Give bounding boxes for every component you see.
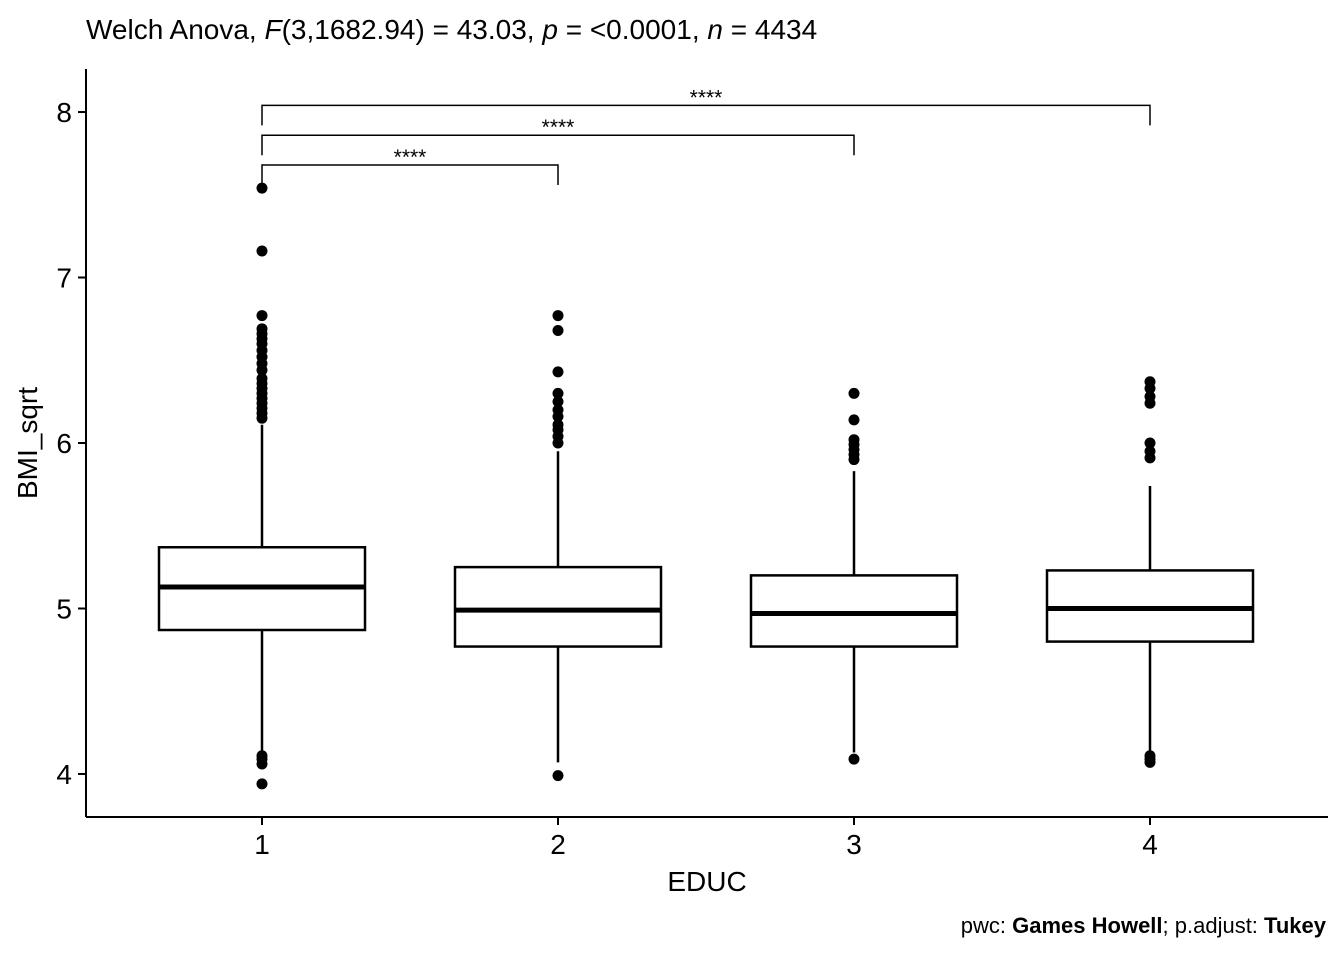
y-tick-label: 6 [56, 428, 72, 459]
outlier-point [1144, 437, 1156, 449]
outlier-point [552, 396, 564, 408]
box-iqr [453, 565, 663, 648]
y-axis-title: BMI_sqrt [12, 387, 43, 499]
subtitle-f-args: (3,1682.94) = 43.03, [282, 14, 543, 45]
outlier-point [256, 310, 268, 322]
significance-bracket [261, 164, 559, 185]
outlier-point [256, 364, 268, 376]
outlier-point [256, 182, 268, 194]
subtitle-n-symbol: n [707, 14, 723, 45]
x-axis-title: EDUC [667, 866, 746, 897]
outlier-point [848, 387, 860, 399]
caption-pwc-label: pwc: [961, 913, 1012, 938]
y-tick-label: 5 [56, 593, 72, 624]
chart-caption: pwc: Games Howell; p.adjust: Tukey [961, 913, 1327, 938]
significance-bracket [261, 134, 855, 156]
outlier-point [256, 245, 268, 257]
outlier-point [552, 437, 564, 449]
outlier-point [1144, 756, 1156, 768]
x-tick-label: 2 [550, 829, 566, 860]
caption-adjust-value: Tukey [1264, 913, 1327, 938]
subtitle-p-text: = <0.0001, [558, 14, 707, 45]
outlier-point [256, 778, 268, 790]
caption-separator: ; p.adjust: [1163, 913, 1265, 938]
outlier-point [552, 770, 564, 782]
significance-bracket [261, 104, 1151, 126]
outlier-point [1144, 382, 1156, 394]
outlier-point [552, 387, 564, 399]
y-tick-label: 4 [56, 759, 72, 790]
outlier-point [848, 454, 860, 466]
outlier-point [552, 310, 564, 322]
outlier-point [256, 412, 268, 424]
outlier-point [848, 753, 860, 765]
subtitle-p-symbol: p [541, 14, 558, 45]
significance-label: **** [542, 116, 575, 139]
subtitle-n-text: = 4434 [723, 14, 817, 45]
outlier-point [552, 324, 564, 336]
plot-layer: 4 5 6 7 8 1 2 3 4 **** **** **** [56, 86, 1255, 860]
x-tick-label: 3 [846, 829, 862, 860]
outlier-point [256, 758, 268, 770]
subtitle-f-symbol: F [264, 14, 283, 45]
outlier-point [1144, 452, 1156, 464]
y-tick-label: 8 [56, 97, 72, 128]
significance-label: **** [690, 86, 723, 109]
significance-label: **** [394, 146, 427, 169]
y-tick-label: 7 [56, 263, 72, 294]
outlier-point [1144, 397, 1156, 409]
chart-subtitle: Welch Anova, F(3,1682.94) = 43.03, p = <… [86, 14, 817, 45]
outlier-point [552, 411, 564, 423]
subtitle-prefix: Welch Anova, [86, 14, 264, 45]
x-tick-label: 1 [254, 829, 270, 860]
outlier-point [848, 414, 860, 426]
x-tick-label: 4 [1142, 829, 1158, 860]
caption-pwc-value: Games Howell [1012, 913, 1162, 938]
outlier-point [552, 366, 564, 378]
